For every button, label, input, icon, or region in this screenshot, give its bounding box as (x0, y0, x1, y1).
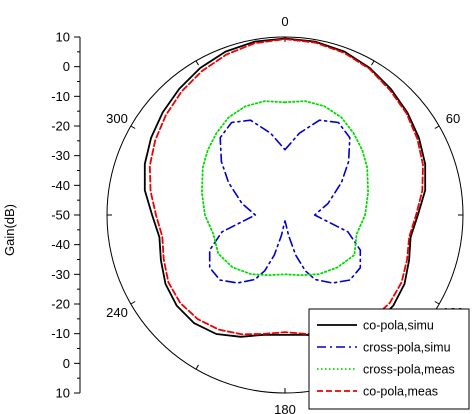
radial-tick-label: -50 (51, 208, 70, 223)
angle-tick (371, 60, 375, 66)
radial-tick-label: 0 (63, 356, 70, 371)
legend-entry: co-pola,simu (363, 319, 434, 333)
angle-tick (434, 301, 440, 305)
radial-tick-label: -30 (51, 148, 70, 163)
radial-tick-label: -20 (51, 297, 70, 312)
radial-tick-label: 10 (56, 386, 70, 401)
angle-tick (130, 125, 136, 129)
angle-labels: 060120180240300 (106, 14, 464, 414)
radial-tick-label: -40 (51, 178, 70, 193)
angle-tick (130, 301, 136, 305)
legend: co-pola,simu cross-pola,simu cross-pola,me… (308, 308, 470, 410)
radial-tick-label: 0 (63, 59, 70, 74)
angle-label: 0 (281, 14, 288, 29)
angle-tick (195, 60, 199, 66)
polar-grid (106, 36, 464, 394)
legend-entry: cross-pola,simu (363, 341, 451, 355)
radial-tick-label: -40 (51, 237, 70, 252)
series-group (143, 37, 427, 338)
legend-entry: cross-pola,meas (363, 363, 455, 377)
radial-tick-label: -20 (51, 119, 70, 134)
angle-label: 60 (446, 111, 460, 126)
angle-label: 300 (106, 111, 128, 126)
series-line-2 (201, 100, 369, 277)
angle-label: 180 (274, 402, 296, 414)
series-line-0 (143, 37, 427, 338)
angle-tick (434, 125, 440, 129)
radial-tick-label: -30 (51, 267, 70, 282)
legend-entry: co-pola,meas (363, 385, 438, 399)
radial-axis: 10 0 -10 -20 -30 -40 -50 -40 -30 -20 -10 0 10 (51, 30, 81, 401)
radial-tick-label: 10 (56, 30, 70, 45)
series-line-1 (208, 119, 362, 284)
angle-label: 240 (106, 305, 128, 320)
angle-tick (195, 364, 199, 370)
radial-tick-label: -10 (51, 89, 70, 104)
radial-tick-label: -10 (51, 326, 70, 341)
series-line-3 (148, 38, 424, 336)
y-axis-title: Gain(dB) (2, 204, 17, 256)
